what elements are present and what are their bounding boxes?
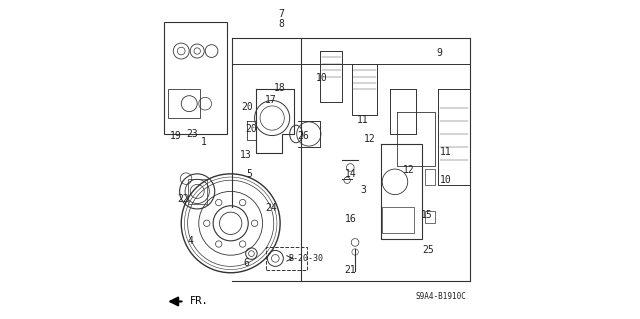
Text: S9A4-B1910C: S9A4-B1910C <box>416 292 467 301</box>
Text: 22: 22 <box>177 194 189 204</box>
Text: 10: 10 <box>440 175 452 185</box>
Text: 24: 24 <box>266 203 277 213</box>
Bar <box>425 211 435 223</box>
Bar <box>382 207 414 233</box>
Text: 16: 16 <box>344 213 356 224</box>
Text: 11: 11 <box>440 146 452 157</box>
Bar <box>168 89 200 118</box>
Text: 10: 10 <box>316 73 328 83</box>
Text: FR.: FR. <box>190 296 209 307</box>
Bar <box>425 169 435 185</box>
Text: 21: 21 <box>344 264 356 275</box>
Text: 6: 6 <box>243 258 249 268</box>
Text: 5: 5 <box>246 169 252 179</box>
Bar <box>164 22 227 134</box>
Text: 15: 15 <box>421 210 433 220</box>
Text: 20: 20 <box>246 124 257 134</box>
Text: 11: 11 <box>357 115 369 125</box>
Text: 12: 12 <box>403 165 415 175</box>
Text: 26: 26 <box>298 130 309 141</box>
Text: 23: 23 <box>186 129 198 139</box>
Text: 3: 3 <box>360 185 366 195</box>
Text: B-20-30: B-20-30 <box>288 254 323 263</box>
Bar <box>188 179 207 204</box>
Text: 14: 14 <box>344 169 356 179</box>
Text: 12: 12 <box>364 134 375 144</box>
Text: 20: 20 <box>241 102 253 112</box>
Text: 9: 9 <box>436 48 443 58</box>
Text: 13: 13 <box>240 150 252 160</box>
Text: 8: 8 <box>278 19 284 29</box>
Text: 19: 19 <box>170 130 182 141</box>
Text: 17: 17 <box>265 95 276 106</box>
Text: 7: 7 <box>278 9 284 19</box>
Text: 18: 18 <box>275 83 286 93</box>
Text: 25: 25 <box>422 245 434 256</box>
Text: 1: 1 <box>200 137 207 147</box>
Text: 4: 4 <box>188 236 194 246</box>
